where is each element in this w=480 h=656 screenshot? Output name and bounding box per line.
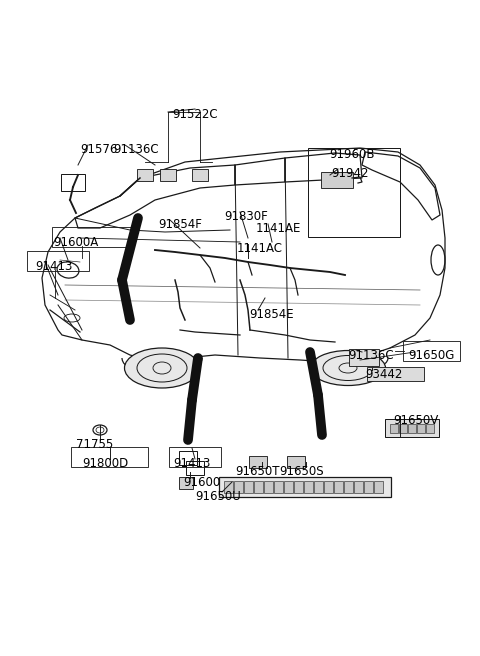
Text: 91650S: 91650S	[280, 465, 324, 478]
FancyBboxPatch shape	[264, 480, 273, 493]
Text: 93442: 93442	[365, 368, 402, 381]
Text: 1141AC: 1141AC	[237, 242, 283, 255]
FancyBboxPatch shape	[353, 480, 362, 493]
FancyBboxPatch shape	[224, 480, 232, 493]
Text: 91600A: 91600A	[53, 236, 98, 249]
FancyBboxPatch shape	[367, 367, 424, 381]
Text: 91136C: 91136C	[113, 143, 158, 156]
FancyBboxPatch shape	[249, 456, 267, 468]
FancyBboxPatch shape	[179, 477, 193, 489]
Text: 91650G: 91650G	[408, 349, 455, 362]
Text: 91650V: 91650V	[393, 414, 438, 427]
FancyBboxPatch shape	[313, 480, 323, 493]
FancyBboxPatch shape	[274, 480, 283, 493]
FancyBboxPatch shape	[389, 424, 397, 432]
Ellipse shape	[311, 350, 385, 386]
FancyBboxPatch shape	[363, 480, 372, 493]
Text: 91942: 91942	[331, 167, 369, 180]
Ellipse shape	[124, 348, 200, 388]
FancyBboxPatch shape	[287, 456, 305, 468]
Text: 91600: 91600	[183, 476, 220, 489]
FancyBboxPatch shape	[293, 480, 302, 493]
FancyBboxPatch shape	[408, 424, 416, 432]
FancyBboxPatch shape	[137, 169, 153, 181]
Text: 1141AE: 1141AE	[256, 222, 301, 235]
FancyBboxPatch shape	[284, 480, 292, 493]
FancyBboxPatch shape	[334, 480, 343, 493]
FancyBboxPatch shape	[219, 477, 391, 497]
FancyBboxPatch shape	[303, 480, 312, 493]
Text: 91413: 91413	[35, 260, 72, 273]
FancyBboxPatch shape	[243, 480, 252, 493]
Text: 91522C: 91522C	[172, 108, 218, 121]
Text: 91854F: 91854F	[158, 218, 202, 231]
Text: 91854E: 91854E	[249, 308, 294, 321]
FancyBboxPatch shape	[373, 480, 383, 493]
FancyBboxPatch shape	[425, 424, 433, 432]
Text: 91650T: 91650T	[236, 465, 280, 478]
Text: 91960B: 91960B	[329, 148, 375, 161]
Text: 91800D: 91800D	[82, 457, 128, 470]
FancyBboxPatch shape	[417, 424, 424, 432]
FancyBboxPatch shape	[344, 480, 352, 493]
FancyBboxPatch shape	[233, 480, 242, 493]
FancyBboxPatch shape	[321, 172, 353, 188]
Text: 91413: 91413	[173, 457, 211, 470]
FancyBboxPatch shape	[385, 419, 439, 437]
Text: 91830F: 91830F	[224, 210, 268, 223]
FancyBboxPatch shape	[253, 480, 263, 493]
Text: 91650U: 91650U	[195, 490, 241, 503]
FancyBboxPatch shape	[349, 349, 379, 366]
FancyBboxPatch shape	[160, 169, 176, 181]
FancyBboxPatch shape	[324, 480, 333, 493]
Text: 91136C: 91136C	[348, 349, 394, 362]
Text: 71755: 71755	[76, 438, 114, 451]
Text: 91576: 91576	[80, 143, 118, 156]
FancyBboxPatch shape	[398, 424, 407, 432]
FancyBboxPatch shape	[192, 169, 208, 181]
